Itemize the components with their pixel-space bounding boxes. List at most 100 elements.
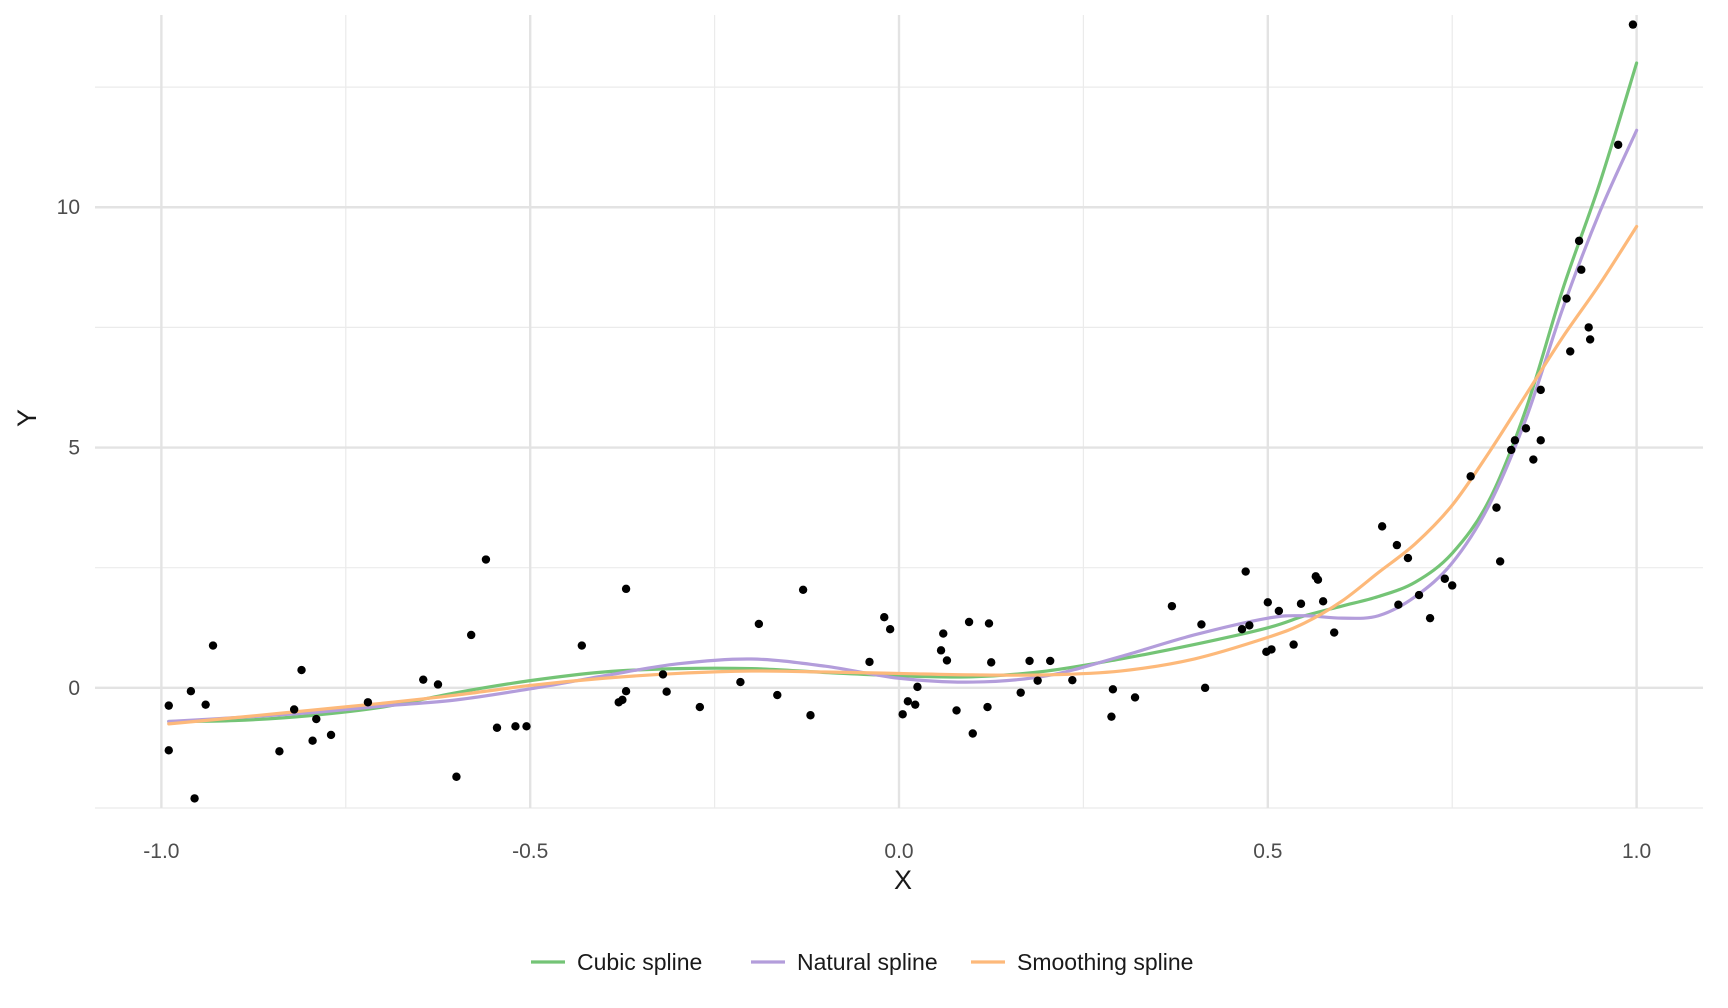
legend-label-smoothing-spline: Smoothing spline	[1017, 949, 1193, 975]
data-point	[662, 687, 671, 696]
data-point	[1377, 522, 1387, 531]
data-point	[1241, 567, 1250, 576]
data-point	[419, 675, 428, 684]
cubic-spline-line	[167, 61, 1639, 724]
data-point	[1237, 625, 1247, 634]
data-point	[481, 555, 491, 564]
x-tick-label: 1.0	[1622, 840, 1651, 863]
data-point	[1536, 436, 1545, 445]
data-point	[208, 641, 218, 650]
data-point	[1197, 620, 1206, 629]
data-point	[1245, 621, 1254, 630]
data-point	[1613, 140, 1623, 149]
data-point	[1068, 675, 1077, 685]
data-point	[1313, 575, 1323, 584]
data-point	[511, 722, 520, 731]
data-point	[1296, 599, 1306, 608]
data-point	[987, 658, 996, 667]
data-point	[1425, 613, 1435, 623]
data-point	[1200, 683, 1210, 693]
x-tick-label: 0.0	[884, 840, 913, 863]
data-point	[1108, 685, 1118, 694]
data-point	[984, 619, 994, 628]
data-point	[939, 629, 948, 638]
data-point	[1263, 598, 1273, 607]
data-point	[275, 747, 284, 756]
data-point	[1585, 335, 1595, 344]
y-tick-label: 5	[68, 437, 80, 460]
data-point	[1466, 472, 1475, 481]
data-point	[736, 677, 745, 687]
data-point	[1289, 640, 1298, 649]
data-point	[1492, 503, 1501, 512]
y-tick-label: 0	[68, 677, 80, 700]
data-point	[1577, 265, 1586, 274]
data-point	[1392, 540, 1402, 550]
grid-lines	[95, 15, 1703, 809]
data-point	[1448, 581, 1457, 590]
data-point	[1510, 436, 1520, 445]
legend-label-cubic-spline: Cubic spline	[577, 949, 702, 975]
data-point	[433, 680, 443, 689]
data-point	[1495, 557, 1505, 566]
data-point	[1566, 347, 1575, 356]
data-point	[1414, 590, 1424, 600]
natural-spline-line	[167, 128, 1639, 724]
data-point	[1107, 712, 1116, 721]
data-point	[983, 702, 992, 712]
data-point	[190, 794, 199, 803]
data-point	[1329, 628, 1339, 637]
data-point	[164, 746, 173, 755]
data-point	[865, 657, 874, 667]
data-point	[1267, 645, 1276, 654]
data-point	[880, 612, 889, 622]
data-point	[1274, 606, 1284, 616]
data-point	[942, 656, 952, 665]
data-point	[754, 619, 764, 629]
data-point	[492, 723, 502, 732]
data-point	[363, 698, 373, 707]
x-axis-title: X	[894, 865, 912, 895]
data-point	[1440, 574, 1450, 583]
data-point	[186, 687, 196, 696]
data-point	[695, 702, 705, 712]
data-point	[898, 710, 907, 719]
data-point	[936, 646, 946, 655]
legend-label-natural-spline: Natural spline	[797, 949, 938, 975]
data-point	[658, 670, 668, 679]
data-points	[164, 20, 1638, 803]
data-point	[1025, 656, 1034, 666]
data-point	[1536, 385, 1545, 395]
data-point	[1046, 656, 1055, 666]
data-point	[201, 700, 210, 709]
data-point	[289, 705, 299, 714]
data-point	[621, 584, 631, 594]
data-point	[618, 695, 627, 705]
data-point	[522, 722, 531, 731]
data-point	[1507, 445, 1516, 455]
data-point	[1033, 676, 1042, 685]
data-point	[312, 714, 321, 724]
data-point	[1318, 597, 1328, 606]
data-point	[968, 729, 977, 738]
data-point	[1562, 294, 1571, 303]
data-point	[326, 730, 336, 740]
data-point	[164, 701, 173, 710]
data-point	[466, 630, 476, 640]
data-point	[773, 690, 782, 700]
data-point	[798, 585, 808, 595]
data-point	[806, 711, 815, 720]
data-point	[952, 706, 961, 715]
data-point	[1529, 455, 1538, 464]
data-point	[577, 641, 587, 650]
data-point	[1394, 600, 1403, 609]
data-point	[913, 682, 922, 692]
data-point	[452, 772, 461, 781]
data-point	[1016, 688, 1025, 697]
data-point	[1574, 236, 1584, 246]
data-point	[1130, 693, 1140, 702]
data-point	[1584, 323, 1593, 332]
data-point	[903, 697, 913, 706]
data-point	[964, 617, 974, 627]
